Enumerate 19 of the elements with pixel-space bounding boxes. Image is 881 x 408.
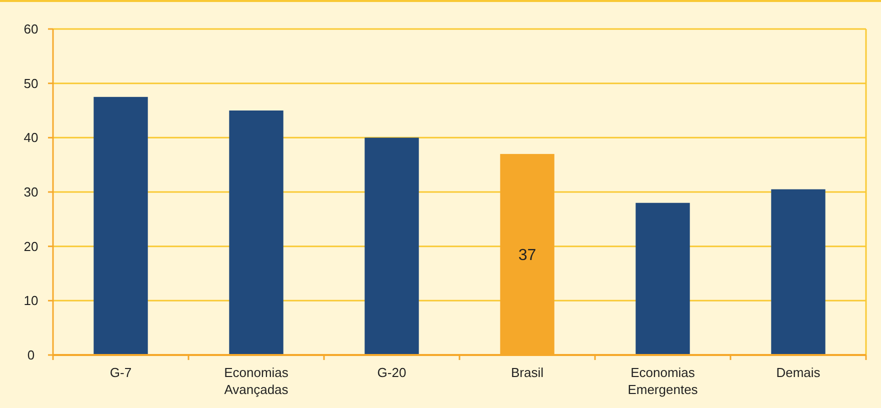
x-tick-label: Economias Avançadas [224, 365, 289, 397]
x-tick-label: Brasil [510, 365, 544, 380]
y-tick-label: 50 [24, 76, 38, 91]
bar [94, 96, 148, 355]
y-tick-label: 10 [24, 293, 38, 308]
bar [229, 110, 284, 355]
y-tick-label: 30 [24, 184, 38, 200]
bar [364, 138, 419, 355]
y-tick-label: 60 [24, 22, 38, 37]
y-tick-label: 20 [24, 238, 38, 254]
y-tick-label: 40 [24, 130, 38, 146]
bar [771, 189, 826, 355]
x-tick-label: G-20 [377, 365, 406, 380]
x-tick-label: G-7 [110, 365, 132, 380]
x-tick-label: Economias Emergentes [628, 365, 698, 397]
x-tick-label: Demais [776, 365, 821, 380]
y-tick-label: 0 [27, 348, 35, 363]
data-label: 37 [518, 247, 536, 264]
bar [636, 202, 690, 355]
